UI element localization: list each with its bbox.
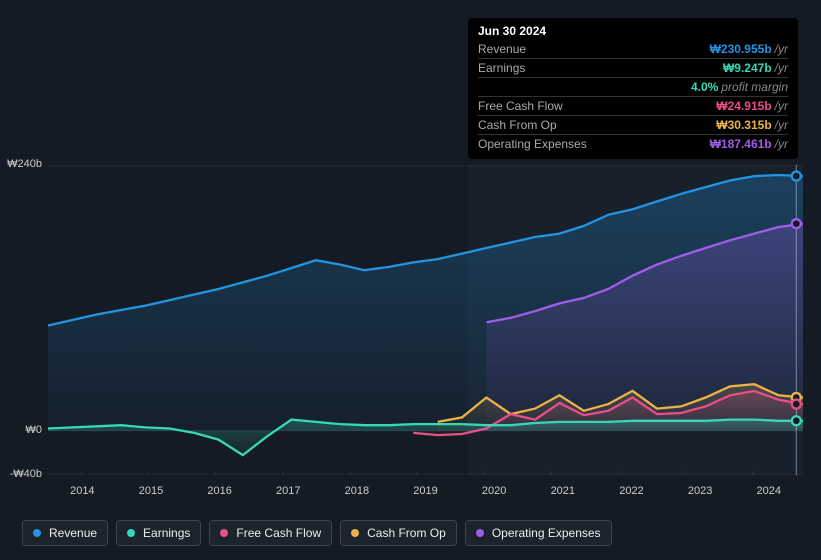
financial-chart[interactable] bbox=[48, 165, 803, 475]
tooltip-value: ₩230.955b/yr bbox=[710, 42, 788, 56]
x-axis-label: 2024 bbox=[734, 485, 803, 497]
x-axis-label: 2014 bbox=[48, 485, 117, 497]
legend-label: Free Cash Flow bbox=[236, 526, 321, 540]
tooltip-label: Free Cash Flow bbox=[478, 99, 563, 113]
legend-label: Operating Expenses bbox=[492, 526, 601, 540]
tooltip-label: Earnings bbox=[478, 61, 525, 75]
tooltip-value: ₩24.915b/yr bbox=[716, 99, 788, 113]
tooltip-label: Operating Expenses bbox=[478, 137, 587, 151]
x-axis-label: 2021 bbox=[528, 485, 597, 497]
x-axis-label: 2015 bbox=[117, 485, 186, 497]
x-axis-label: 2016 bbox=[185, 485, 254, 497]
x-axis-label: 2020 bbox=[460, 485, 529, 497]
chart-legend: Revenue Earnings Free Cash Flow Cash From O… bbox=[22, 520, 612, 546]
tooltip-label: Revenue bbox=[478, 42, 526, 56]
tooltip-value: ₩9.247b/yr bbox=[723, 61, 788, 75]
marker-opex bbox=[792, 219, 801, 228]
tooltip-value: 4.0%profit margin bbox=[691, 80, 788, 94]
legend-item-cashop[interactable]: Cash From Op bbox=[340, 520, 457, 546]
tooltip-row: Revenue ₩230.955b/yr bbox=[478, 40, 788, 58]
tooltip-row: 4.0%profit margin bbox=[478, 77, 788, 96]
marker-revenue bbox=[792, 172, 801, 181]
legend-swatch bbox=[127, 529, 135, 537]
legend-swatch bbox=[351, 529, 359, 537]
x-axis-label: 2017 bbox=[254, 485, 323, 497]
legend-item-earnings[interactable]: Earnings bbox=[116, 520, 201, 546]
tooltip-row: Free Cash Flow ₩24.915b/yr bbox=[478, 96, 788, 115]
x-axis: 2014201520162017201820192020202120222023… bbox=[48, 485, 803, 497]
marker-fcf bbox=[792, 400, 801, 409]
x-axis-label: 2019 bbox=[391, 485, 460, 497]
legend-item-revenue[interactable]: Revenue bbox=[22, 520, 108, 546]
marker-earnings bbox=[792, 416, 801, 425]
x-axis-label: 2022 bbox=[597, 485, 666, 497]
legend-item-fcf[interactable]: Free Cash Flow bbox=[209, 520, 332, 546]
y-axis-label: ₩240b bbox=[0, 158, 42, 170]
legend-swatch bbox=[476, 529, 484, 537]
y-axis-label: ₩0 bbox=[0, 424, 42, 436]
tooltip-date: Jun 30 2024 bbox=[478, 24, 788, 40]
tooltip-row: Cash From Op ₩30.315b/yr bbox=[478, 115, 788, 134]
tooltip-value: ₩30.315b/yr bbox=[716, 118, 788, 132]
x-axis-label: 2018 bbox=[323, 485, 392, 497]
legend-swatch bbox=[33, 529, 41, 537]
legend-item-opex[interactable]: Operating Expenses bbox=[465, 520, 612, 546]
y-axis-label: -₩40b bbox=[0, 468, 42, 480]
legend-label: Revenue bbox=[49, 526, 97, 540]
tooltip-label: Cash From Op bbox=[478, 118, 557, 132]
legend-label: Cash From Op bbox=[367, 526, 446, 540]
tooltip-row: Earnings ₩9.247b/yr bbox=[478, 58, 788, 77]
tooltip-value: ₩187.461b/yr bbox=[710, 137, 788, 151]
legend-swatch bbox=[220, 529, 228, 537]
data-tooltip: Jun 30 2024 Revenue ₩230.955b/yr Earnings ₩… bbox=[468, 18, 798, 159]
legend-label: Earnings bbox=[143, 526, 190, 540]
x-axis-label: 2023 bbox=[666, 485, 735, 497]
tooltip-row: Operating Expenses ₩187.461b/yr bbox=[478, 134, 788, 153]
